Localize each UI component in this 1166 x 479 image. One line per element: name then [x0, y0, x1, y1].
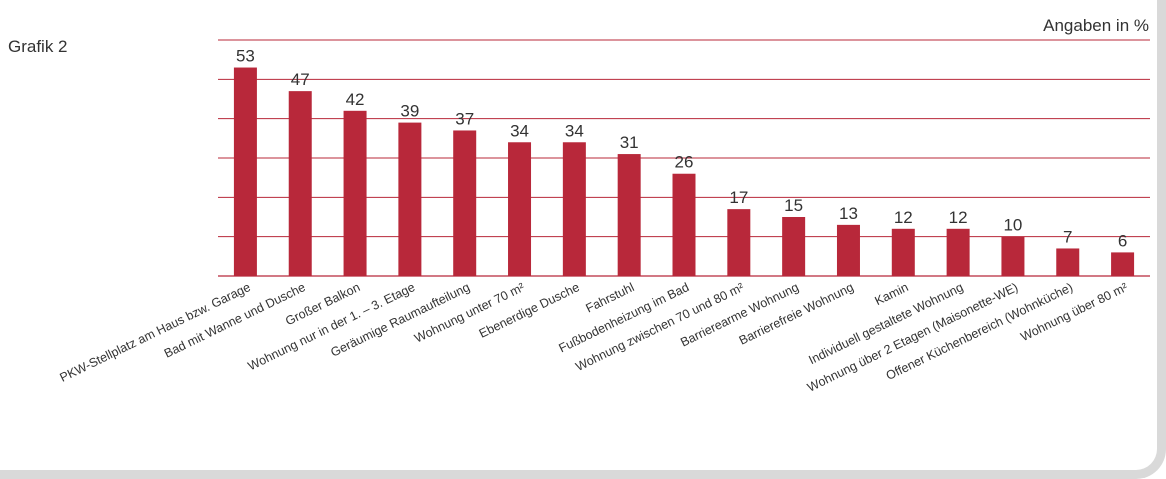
value-label: 12	[949, 208, 968, 227]
bar	[617, 154, 641, 276]
bar	[1056, 248, 1080, 276]
value-label: 26	[675, 153, 694, 172]
bar	[1001, 236, 1025, 276]
bar	[836, 224, 860, 276]
value-label: 53	[236, 47, 255, 66]
bar	[727, 209, 751, 276]
value-label: 12	[894, 208, 913, 227]
bars	[233, 67, 1135, 277]
bar	[891, 228, 915, 276]
chart-caption: Grafik 2	[8, 37, 68, 56]
value-label: 6	[1118, 231, 1127, 250]
value-label: 37	[455, 109, 474, 128]
bar	[782, 217, 806, 276]
value-labels: 53 47 42 39 37 34 34 31 26 17 15 13 12 12 10 7 6	[236, 47, 1127, 251]
value-label: 42	[346, 90, 365, 109]
value-label: 10	[1003, 216, 1022, 235]
bar	[672, 173, 696, 276]
bar	[1111, 252, 1135, 276]
bar	[398, 122, 422, 276]
value-label: 39	[400, 102, 419, 121]
bar	[288, 91, 312, 276]
bar	[508, 142, 532, 276]
bar	[453, 130, 477, 276]
value-label: 47	[291, 70, 310, 89]
value-label: 34	[565, 121, 584, 140]
category-label: Kamin	[873, 280, 911, 308]
value-label: 15	[784, 196, 803, 215]
bar	[946, 228, 970, 276]
value-label: 7	[1063, 227, 1072, 246]
bar	[562, 142, 586, 276]
value-label: 34	[510, 121, 529, 140]
category-label: Ebenerdige Dusche	[477, 280, 582, 341]
value-label: 31	[620, 133, 639, 152]
bar	[343, 110, 367, 276]
value-label: 13	[839, 204, 858, 223]
bar	[233, 67, 257, 277]
units-note: Angaben in %	[1043, 16, 1149, 35]
value-label: 17	[729, 188, 748, 207]
